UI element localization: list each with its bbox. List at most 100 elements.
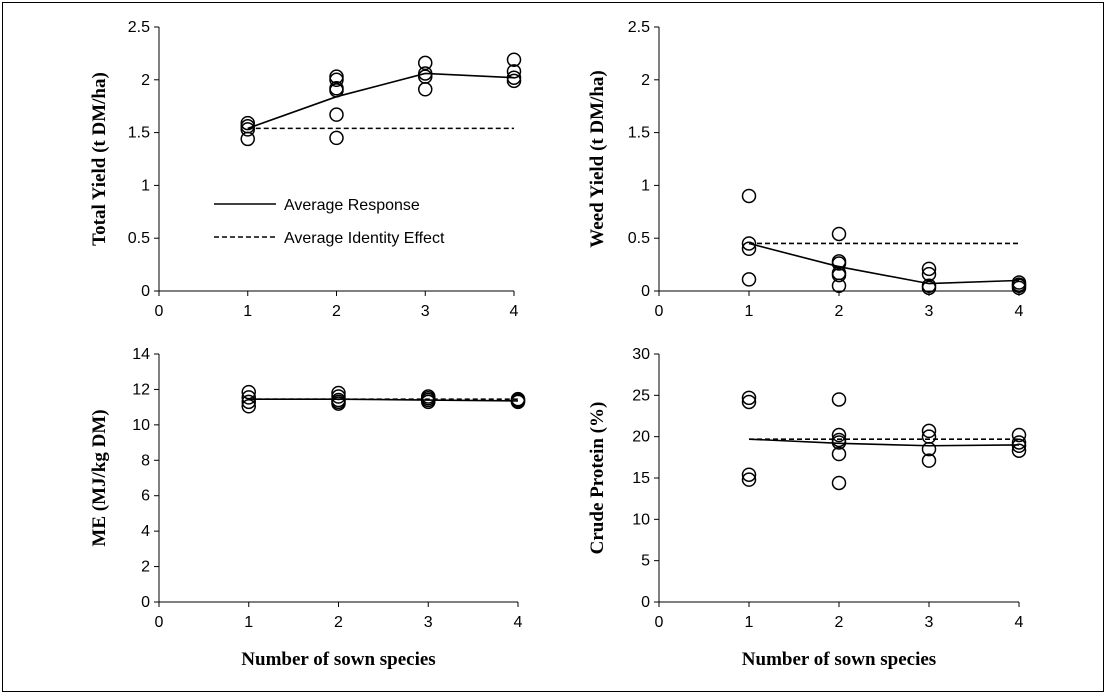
- data-point: [1011, 275, 1027, 290]
- data-point: [741, 467, 757, 482]
- x-tick-label: 3: [925, 614, 934, 631]
- y-axis-label: Weed Yield (t DM/ha): [587, 70, 608, 248]
- x-tick-label: 3: [925, 303, 934, 320]
- data-point: [741, 241, 757, 257]
- y-tick-label: 0: [141, 283, 150, 300]
- x-tick-label: 1: [745, 614, 754, 631]
- x-tick-label: 3: [421, 303, 430, 320]
- y-tick-label: 0.5: [128, 230, 150, 247]
- data-point: [1011, 435, 1027, 450]
- legend: Average Response Average Identity Effect: [214, 197, 445, 247]
- data-point: [741, 236, 757, 251]
- y-tick-label: 0: [141, 594, 150, 611]
- data-point: [506, 52, 522, 67]
- x-tick-label: 2: [334, 614, 343, 631]
- data-point: [329, 69, 344, 84]
- y-tick-label: 1.5: [628, 125, 650, 142]
- data-point: [831, 475, 847, 491]
- series-line-average-response: [748, 438, 1020, 447]
- y-axis-label: Crude Protein (%): [587, 402, 608, 555]
- data-point: [1011, 427, 1027, 443]
- y-axis-label: Total Yield (t DM/ha): [89, 72, 110, 246]
- x-tick-label: 1: [243, 303, 252, 320]
- data-point: [329, 130, 344, 146]
- data-point: [241, 390, 256, 405]
- y-tick-label: 12: [132, 381, 150, 398]
- y-tick-label: 0: [641, 283, 650, 300]
- y-tick-label: 2: [641, 72, 650, 89]
- data-point: [241, 399, 256, 414]
- data-point: [921, 278, 937, 293]
- data-point: [741, 472, 757, 487]
- x-tick-label: 4: [514, 614, 523, 631]
- data-point: [418, 66, 433, 81]
- y-tick-label: 20: [632, 429, 650, 446]
- y-tick-label: 14: [132, 346, 150, 363]
- chart-panel-top-left: 0 0.5 1 1.5 2 2.5 0 1 2 3 4 Total Yield (t DM/ha) Av…: [89, 19, 522, 320]
- data-point: [331, 389, 346, 404]
- series-line-average-response: [748, 242, 1020, 285]
- data-point: [241, 384, 256, 400]
- y-tick-label: 5: [641, 553, 650, 570]
- y-tick-label: 10: [132, 417, 150, 434]
- x-tick-label: 0: [655, 303, 664, 320]
- y-tick-label: 1: [641, 177, 650, 194]
- data-point: [741, 272, 757, 287]
- y-tick-label: 2: [141, 559, 150, 576]
- data-point: [421, 389, 436, 404]
- y-tick-label: 4: [141, 523, 150, 540]
- y-tick-label: 0.5: [628, 230, 650, 247]
- data-point: [921, 423, 937, 439]
- x-tick-label: 2: [332, 303, 341, 320]
- data-point: [741, 394, 757, 410]
- data-point: [510, 391, 526, 407]
- y-tick-label: 1: [141, 177, 150, 194]
- x-tick-label: 2: [835, 303, 844, 320]
- legend-label: Average Identity Effect: [284, 230, 445, 247]
- data-point: [1011, 438, 1027, 454]
- data-point: [831, 427, 847, 443]
- data-point: [418, 69, 433, 84]
- x-axis-label: Number of sown species: [742, 649, 936, 670]
- data-point: [831, 254, 847, 269]
- data-point: [329, 107, 344, 122]
- data-point: [240, 115, 255, 131]
- data-point: [506, 70, 522, 85]
- y-tick-label: 30: [632, 346, 650, 363]
- y-tick-label: 1.5: [128, 125, 150, 142]
- y-tick-label: 2.5: [628, 19, 650, 36]
- data-point: [921, 429, 937, 444]
- x-tick-label: 3: [424, 614, 433, 631]
- data-point: [831, 432, 847, 448]
- x-tick-label: 4: [1015, 303, 1024, 320]
- chart-panel-top-right: 0 0.5 1 1.5 2 2.5 0 1 2 3 4 Weed Yield (t DM/ha): [587, 19, 1027, 320]
- data-point: [831, 226, 847, 242]
- x-tick-label: 0: [655, 614, 664, 631]
- data-point: [331, 392, 346, 408]
- data-point: [1011, 443, 1027, 458]
- y-tick-label: 6: [141, 488, 150, 505]
- y-tick-label: 8: [141, 452, 150, 469]
- data-point: [331, 385, 346, 401]
- y-axis-label: ME (MJ/kg DM): [89, 409, 110, 546]
- data-point: [741, 188, 757, 204]
- x-tick-label: 1: [745, 303, 754, 320]
- x-tick-label: 0: [155, 614, 164, 631]
- legend-label: Average Response: [284, 197, 420, 214]
- data-point: [241, 394, 256, 410]
- x-tick-label: 4: [510, 303, 519, 320]
- y-tick-label: 2: [141, 72, 150, 89]
- data-point: [831, 446, 847, 462]
- data-point: [418, 55, 433, 71]
- y-tick-label: 25: [632, 387, 650, 404]
- data-point: [506, 64, 522, 79]
- data-point: [921, 453, 937, 468]
- x-tick-label: 1: [244, 614, 253, 631]
- data-point: [921, 266, 937, 282]
- series-line-average-response: [247, 72, 515, 130]
- data-point: [921, 261, 937, 277]
